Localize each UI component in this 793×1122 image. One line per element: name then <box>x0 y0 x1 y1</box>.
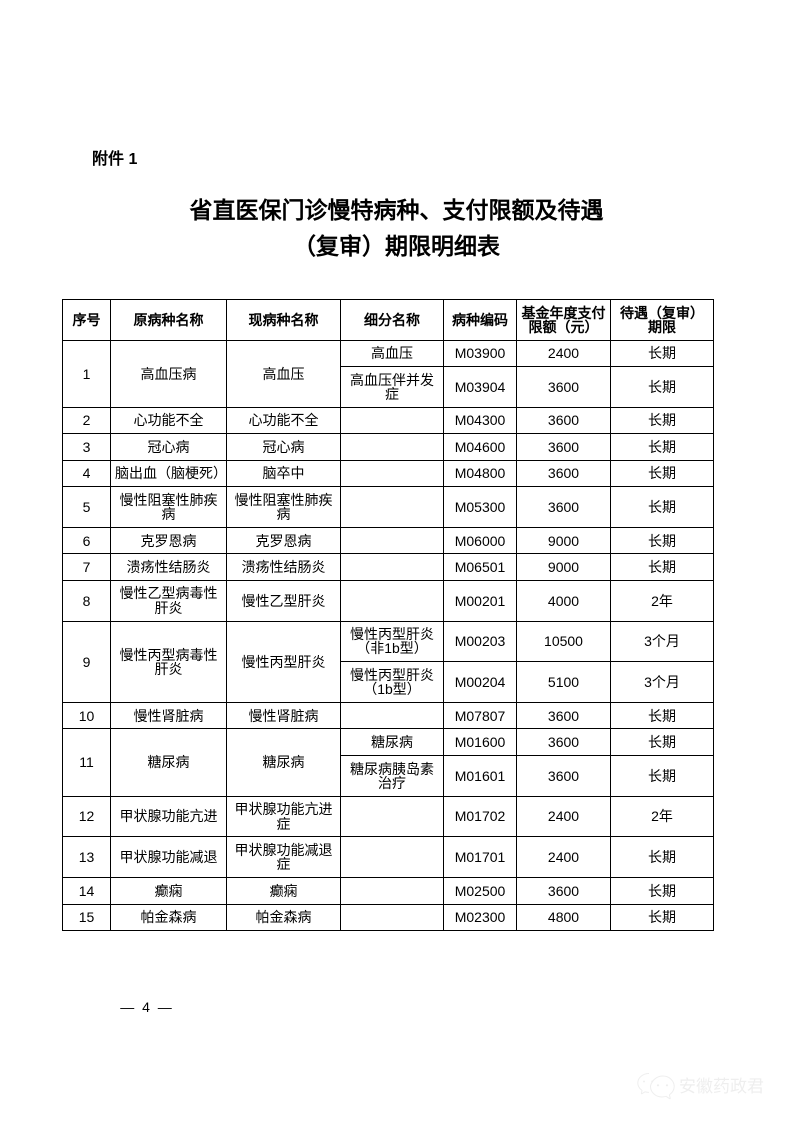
svg-text:安徽药政君: 安徽药政君 <box>679 1077 764 1096</box>
